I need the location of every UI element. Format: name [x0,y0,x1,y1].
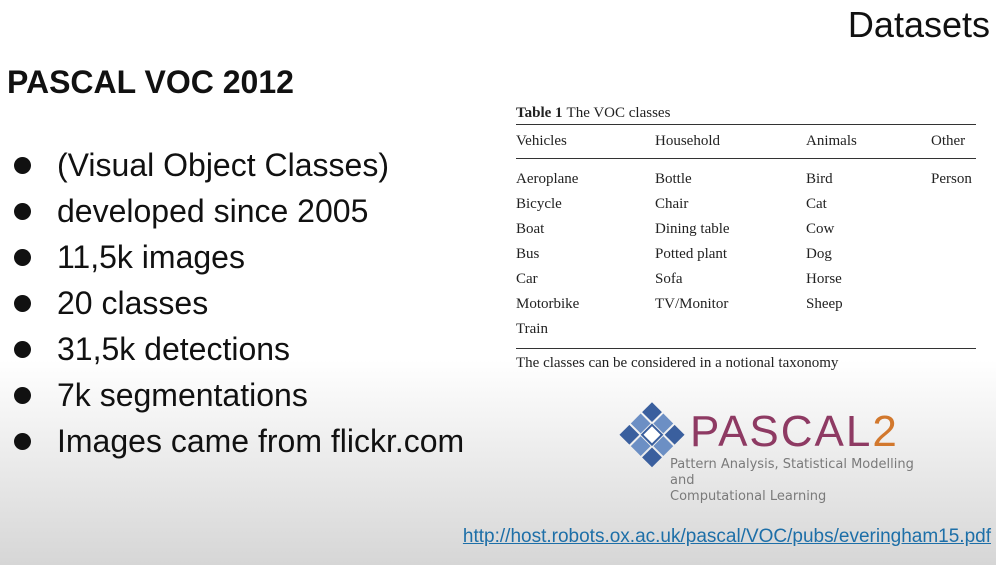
logo-number: 2 [872,407,899,456]
tagline-line: Computational Learning [670,489,827,504]
bullet-dot-icon [14,202,31,220]
table-cell: Motorbike [516,296,580,312]
table-row: Train [516,317,976,348]
tagline-line: Pattern Analysis, Statistical Modelling … [670,457,914,488]
table-row: Aeroplane Bottle Bird Person [516,159,976,193]
pascal2-wordmark: PASCAL2 [690,407,899,457]
bullet-dot-icon [14,386,31,404]
bullet-text: Images came from flickr.com [57,423,465,459]
bullet-item: 7k segmentations [12,372,464,418]
table-cell: Person [931,171,972,187]
table-cell [931,267,976,292]
table-cell: Boat [516,221,545,237]
bullet-item: 20 classes [12,280,464,326]
table-cell: Potted plant [655,246,728,262]
table-label: Table 1 [516,105,563,121]
pascal2-tagline: Pattern Analysis, Statistical Modelling … [670,457,922,505]
bullet-item: 11,5k images [12,234,464,280]
table-cell [655,317,806,348]
table-row: Bicycle Chair Cat [516,192,976,217]
logo-name: PASCAL [690,407,873,456]
table-cell: Cat [806,196,827,212]
table-row: Car Sofa Horse [516,267,976,292]
table-cell: Bird [806,171,833,187]
table-cell: Bottle [655,171,692,187]
bullet-item: (Visual Object Classes) [12,142,464,188]
bullet-dot-icon [14,156,31,174]
bullet-item: 31,5k detections [12,326,464,372]
table-cell: Car [516,271,538,287]
slide-title: Datasets [847,4,990,45]
bullet-text: developed since 2005 [57,193,369,229]
column-header: Household [655,133,720,149]
table-cell: Bus [516,246,540,262]
bullet-text: 31,5k detections [57,331,291,367]
bullet-text: (Visual Object Classes) [57,147,389,183]
table-cell [931,317,976,348]
table-cell: Sheep [806,296,843,312]
bullet-text: 20 classes [57,285,209,321]
classes-table: Vehicles Household Animals Other Aeropla… [516,125,976,348]
table-cell: Dog [806,246,832,262]
table-cell: Horse [806,271,842,287]
bullet-item: Images came from flickr.com [12,418,464,464]
table-cell: Bicycle [516,196,562,212]
bullet-text: 11,5k images [57,239,245,275]
table-row: Boat Dining table Cow [516,217,976,242]
table-note: The classes can be considered in a notio… [516,355,839,371]
column-header: Animals [806,133,857,149]
bullet-item: developed since 2005 [12,188,464,234]
table-cell: Train [516,321,548,337]
dataset-heading: PASCAL VOC 2012 [7,64,294,100]
table-cell [931,217,976,242]
column-header: Other [931,133,966,149]
pascal2-emblem-icon [619,402,685,468]
column-header: Vehicles [516,133,567,149]
table-row: Motorbike TV/Monitor Sheep [516,292,976,317]
table-cell: Aeroplane [516,171,579,187]
bullet-dot-icon [14,294,31,312]
table-cell: Dining table [655,221,730,237]
bullet-text: 7k segmentations [57,377,308,413]
table-caption-text: The VOC classes [566,105,671,121]
table-cell [931,292,976,317]
table-cell: Chair [655,196,689,212]
table-bottom-rule [516,348,976,349]
table-cell [806,317,931,348]
source-link[interactable]: http://host.robots.ox.ac.uk/pascal/VOC/p… [462,526,991,547]
table-cell: Sofa [655,271,683,287]
table-header-row: Vehicles Household Animals Other [516,125,976,159]
bullet-list: (Visual Object Classes) developed since … [12,142,464,464]
bullet-dot-icon [14,340,31,358]
table-cell: TV/Monitor [655,296,729,312]
table-cell: Cow [806,221,835,237]
table-caption: Table 1 The VOC classes [516,102,976,124]
bullet-dot-icon [14,248,31,266]
table-cell [931,242,976,267]
voc-classes-table: Table 1 The VOC classes Vehicles Househol… [516,102,976,372]
pascal2-logo: PASCAL2 Pattern Analysis, Statistical Mo… [612,397,922,504]
bullet-dot-icon [14,432,31,450]
table-top-rule [516,124,976,125]
table-row: Bus Potted plant Dog [516,242,976,267]
table-cell [931,192,976,217]
